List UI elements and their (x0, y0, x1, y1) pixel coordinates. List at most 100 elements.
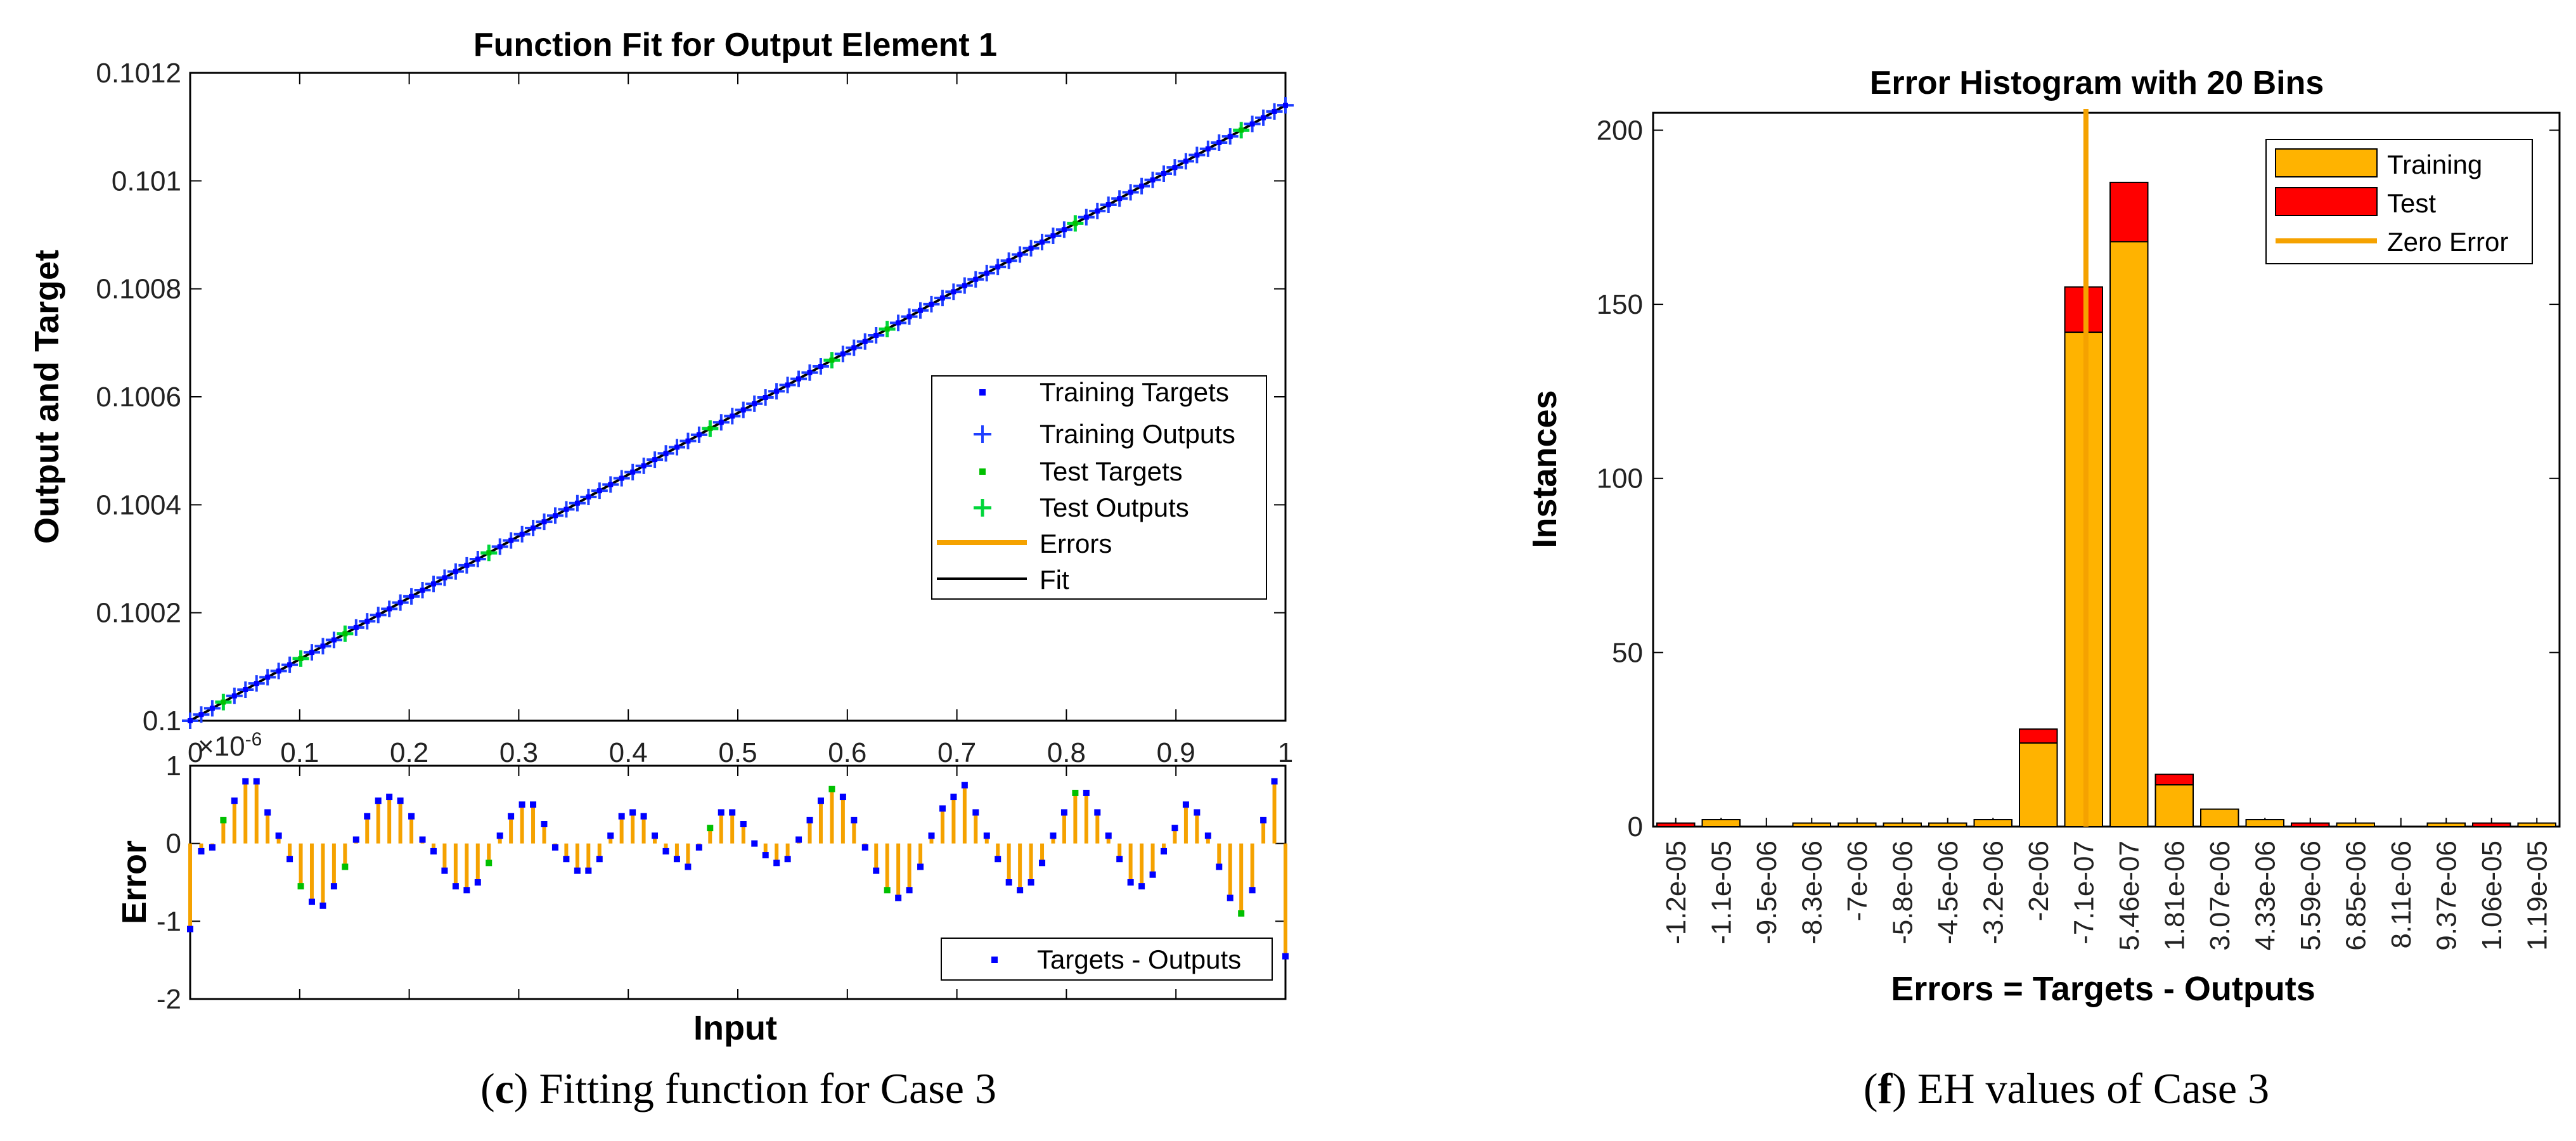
error-point (209, 844, 216, 851)
histogram-x-tick-labels: -1.2e-05 -1.1e-05 -9.5e-06 -8.3e-06 -7e-06 -5… (1661, 841, 2553, 951)
error-point (607, 832, 614, 839)
fit-axis-ticks (190, 72, 1286, 721)
error-point (928, 832, 935, 839)
fit-panel: Function Fit for Output Element 1 Output… (28, 27, 1294, 737)
histogram-training-bar (1973, 819, 2012, 828)
error-point (397, 797, 404, 804)
legend-test-output-marker (974, 499, 991, 517)
histogram-training-bar (2245, 819, 2284, 828)
legend-training-targets: Training Targets (979, 377, 1229, 407)
histogram-x-tick-label: 5.59e-06 (2295, 841, 2326, 951)
error-point (342, 863, 349, 870)
error-point (939, 805, 946, 812)
error-point (1138, 883, 1145, 890)
test-target-point (829, 358, 835, 363)
error-point (773, 860, 780, 867)
histogram-x-tick-label: 8.11e-06 (2386, 841, 2417, 948)
training-target-point (740, 407, 746, 413)
test-target-point (298, 655, 304, 661)
training-target-point (1183, 158, 1188, 164)
error-y-tick-labels: 1 0 -1 -2 (157, 751, 181, 1015)
error-point (1194, 809, 1201, 816)
fit-x-tick-label: 0 (188, 737, 203, 768)
training-target-point (1172, 165, 1178, 171)
error-point (906, 887, 913, 894)
error-point (1072, 789, 1079, 796)
legend-zero-error-label: Zero Error (2387, 227, 2508, 257)
error-point (729, 809, 736, 816)
training-target-point (663, 451, 669, 456)
histogram-title: Error Histogram with 20 Bins (1870, 65, 2324, 101)
error-point (884, 887, 891, 894)
legend-fit: Fit (937, 565, 1069, 595)
fit-y-tick-label: 0.1012 (96, 58, 181, 89)
legend-errors-label: Errors (1040, 529, 1112, 558)
histogram-test-bar (2291, 822, 2330, 828)
error-y-tick-label: -2 (157, 984, 181, 1015)
training-target-point (1272, 108, 1277, 114)
fit-y-tick-label: 0.1006 (96, 382, 181, 413)
error-point (508, 813, 515, 820)
histogram-x-tick-label: -7.1e-07 (2068, 841, 2099, 944)
legend-test-swatch (2275, 187, 2378, 216)
error-point (1094, 809, 1101, 816)
training-target-point (696, 432, 702, 437)
error-point (685, 863, 692, 870)
histogram-x-tick-label: -4.5e-06 (1933, 841, 1964, 944)
histogram-bars (1656, 181, 2556, 828)
error-y-tick-label: 1 (166, 751, 181, 782)
histogram-y-tick-label: 200 (1597, 115, 1643, 146)
training-target-point (409, 593, 415, 599)
training-target-point (1128, 190, 1133, 195)
error-point (751, 840, 758, 847)
error-point (1105, 832, 1112, 839)
error-point (1116, 856, 1123, 863)
histogram-test-bar (1656, 822, 1696, 828)
training-target-point (973, 276, 979, 282)
fit-x-tick-label: 0.6 (828, 737, 866, 768)
error-y-tick-label: 0 (166, 828, 181, 860)
test-target-point (1072, 221, 1078, 226)
error-point (574, 867, 581, 874)
fit-chart-title: Function Fit for Output Element 1 (473, 27, 997, 63)
error-point (662, 848, 669, 854)
legend-test-label: Test (2387, 188, 2436, 218)
training-target-point (1261, 115, 1266, 120)
training-target-point (951, 289, 956, 295)
legend-training-swatch (2275, 148, 2378, 177)
training-target-point (553, 513, 558, 519)
error-point (518, 801, 525, 808)
training-target-point (1150, 177, 1156, 183)
histogram-training-bar (2426, 822, 2466, 828)
histogram-x-tick-label: -1.1e-05 (1706, 841, 1737, 944)
error-point (364, 813, 371, 820)
training-target-point (796, 376, 801, 382)
error-point (474, 879, 481, 886)
histogram-x-tick-label: 1.19e-05 (2521, 841, 2553, 951)
histogram-y-tick-label: 150 (1597, 289, 1643, 320)
training-target-point (1161, 171, 1166, 176)
error-point (530, 801, 537, 808)
training-target-point (387, 606, 392, 612)
histogram-x-tick-label: 3.07e-06 (2205, 841, 2236, 951)
histogram-test-bar (2154, 773, 2194, 786)
histogram-training-bar (1928, 822, 1967, 828)
histogram-test-bar (2019, 728, 2058, 744)
training-target-point (375, 612, 381, 618)
training-target-point (497, 544, 503, 550)
error-point (983, 832, 990, 839)
training-target-point (1205, 146, 1211, 151)
histogram-y-axis-label: Instances (1526, 390, 1564, 548)
fit-x-tick-label: 0.9 (1157, 737, 1195, 768)
training-target-point (1105, 202, 1111, 208)
fit-x-tick-label: 0.7 (937, 737, 976, 768)
training-target-point (309, 650, 314, 655)
histogram-panel: Error Histogram with 20 Bins 0 50 100 150 20… (1526, 65, 2561, 1008)
exponent-label: ×10-6 (198, 729, 262, 762)
training-target-point (1083, 214, 1089, 220)
training-target-point (276, 668, 281, 674)
error-point (198, 848, 205, 854)
training-target-point (353, 624, 359, 630)
training-target-point (851, 345, 857, 351)
legend-training-output-marker (974, 425, 991, 443)
